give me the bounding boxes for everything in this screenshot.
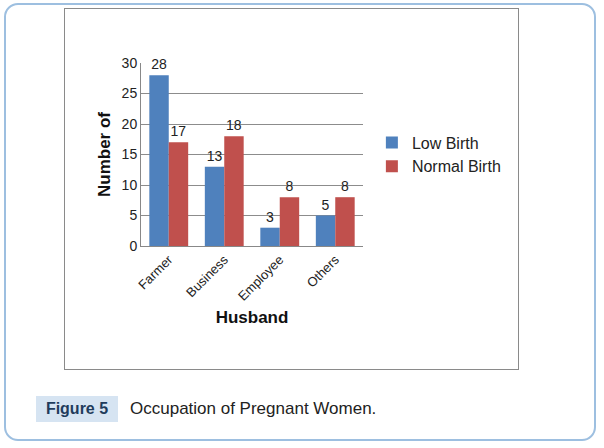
svg-text:8: 8 <box>285 178 293 194</box>
svg-text:10: 10 <box>122 177 138 193</box>
svg-text:Others: Others <box>304 252 343 291</box>
svg-text:Business: Business <box>183 252 231 300</box>
svg-text:18: 18 <box>226 117 242 133</box>
svg-text:Normal Birth: Normal Birth <box>412 158 501 175</box>
svg-text:Number of: Number of <box>95 112 114 197</box>
svg-text:3: 3 <box>266 209 274 225</box>
svg-text:30: 30 <box>122 55 138 71</box>
svg-text:20: 20 <box>122 116 138 132</box>
svg-text:5: 5 <box>129 207 137 223</box>
svg-text:15: 15 <box>122 146 138 162</box>
svg-text:Husband: Husband <box>216 308 289 327</box>
svg-text:Employee: Employee <box>235 252 286 303</box>
svg-text:25: 25 <box>122 85 138 101</box>
svg-text:28: 28 <box>151 56 167 72</box>
svg-text:Farmer: Farmer <box>135 252 176 293</box>
svg-text:8: 8 <box>341 178 349 194</box>
svg-text:0: 0 <box>129 238 137 254</box>
html-text:Figure 5: Figure 5 <box>45 400 109 417</box>
svg-text:17: 17 <box>171 123 187 139</box>
svg-text:5: 5 <box>322 197 330 213</box>
html-text:Occupation of Pregnant Women.: Occupation of Pregnant Women. <box>130 399 377 418</box>
svg-text:13: 13 <box>207 148 223 164</box>
svg-text:Low Birth: Low Birth <box>412 135 479 152</box>
